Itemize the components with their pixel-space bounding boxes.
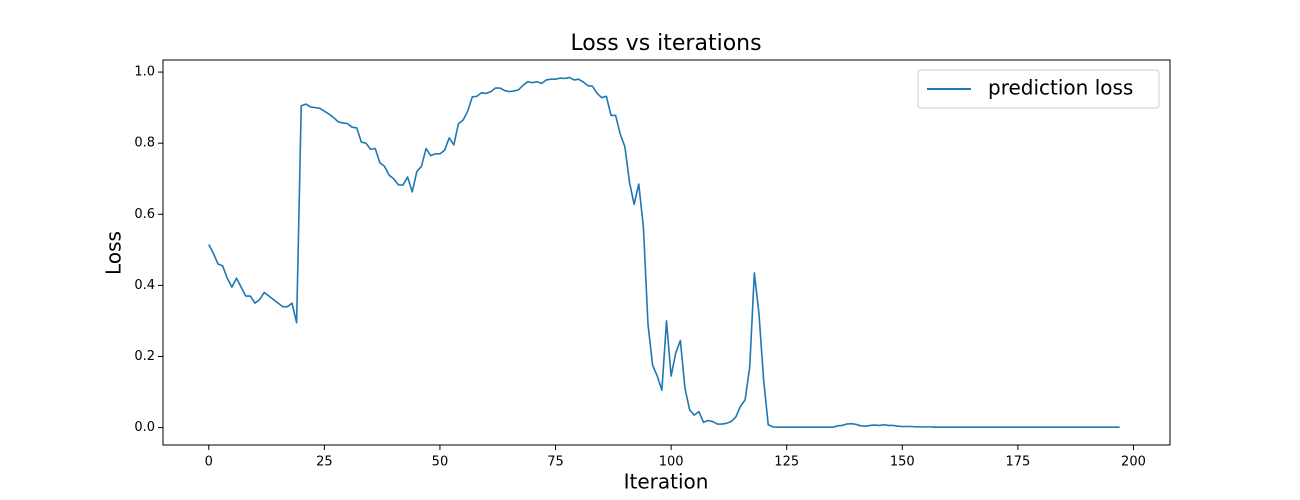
y-tick-label: 0.6	[134, 207, 155, 222]
x-tick-label: 100	[659, 455, 684, 470]
x-tick-label: 125	[774, 455, 799, 470]
x-tick-label: 175	[1005, 455, 1030, 470]
x-tick-label: 200	[1121, 455, 1146, 470]
y-tick-label: 0.2	[134, 349, 155, 364]
x-tick-label: 150	[890, 455, 915, 470]
x-tick-label: 0	[205, 455, 213, 470]
x-tick-label: 25	[316, 455, 333, 470]
legend-label: prediction loss	[988, 76, 1133, 100]
x-tick-label: 75	[547, 455, 564, 470]
legend-box	[917, 69, 1160, 109]
chart-title: Loss vs iterations	[570, 31, 761, 56]
y-tick-label: 0.4	[134, 278, 155, 293]
x-axis-label: Iteration	[624, 470, 709, 494]
y-tick-label: 1.0	[134, 65, 155, 80]
y-tick-label: 0.0	[134, 420, 155, 435]
y-tick-label: 0.8	[134, 136, 155, 151]
y-axis-label: Loss	[102, 231, 126, 275]
axes-frame	[162, 59, 1171, 446]
line-series	[208, 76, 1120, 429]
x-tick-label: 50	[432, 455, 449, 470]
